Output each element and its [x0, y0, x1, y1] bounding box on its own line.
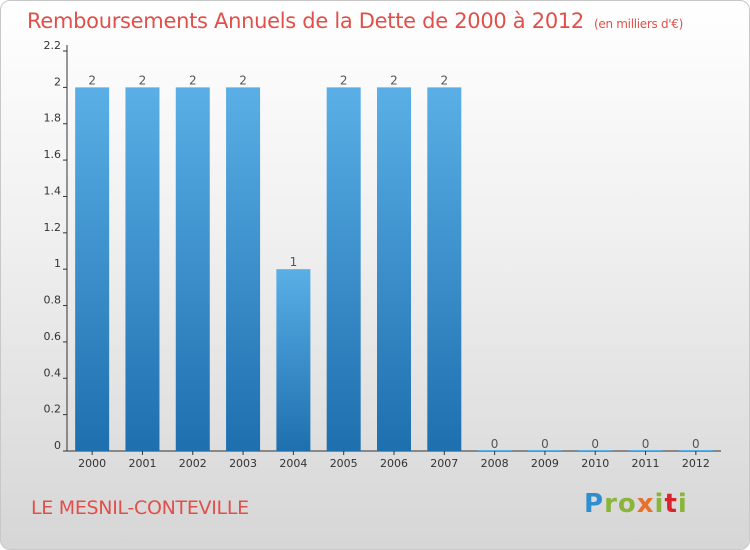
bar-data-label: 2	[88, 73, 96, 87]
x-tick-label: 2011	[632, 457, 660, 470]
data-labels: 2 2 2 2 1 2 2 2 0 0 0 0 0	[88, 73, 699, 451]
y-tick-label: 2	[54, 75, 61, 88]
x-tick-label: 2010	[581, 457, 609, 470]
x-tick-label: 2004	[279, 457, 307, 470]
bar-data-label: 2	[340, 73, 348, 87]
x-tick-label: 2001	[128, 457, 156, 470]
x-tick-label: 2003	[229, 457, 257, 470]
bar-data-label: 2	[189, 73, 197, 87]
y-tick-label: 1.2	[44, 221, 62, 234]
chart-title: Remboursements Annuels de la Dette de 20…	[27, 9, 683, 33]
bar	[75, 87, 110, 451]
y-tick-label: 0	[54, 439, 61, 452]
bar	[326, 87, 361, 451]
y-tick-label: 1	[54, 257, 61, 270]
x-axis: 2000 2001 2002 2003 2004 2005 2006 2007 2008 2009…	[67, 450, 721, 470]
bar-data-label: 0	[591, 437, 599, 451]
y-tick-label: 1.8	[44, 112, 62, 125]
y-tick-label: 0.6	[44, 330, 62, 343]
bar	[175, 87, 210, 451]
bar	[276, 269, 311, 451]
bar	[226, 87, 261, 451]
x-tick-label: 2007	[430, 457, 458, 470]
bar-data-label: 1	[290, 255, 298, 269]
bar-data-label: 2	[390, 73, 398, 87]
bar	[377, 87, 411, 451]
bars	[75, 87, 713, 451]
bar-data-label: 2	[239, 73, 247, 87]
bar-data-label: 2	[440, 73, 448, 87]
bar-data-label: 0	[692, 437, 700, 451]
bar-data-label: 0	[541, 437, 549, 451]
bar	[125, 87, 160, 451]
x-tick-label: 2009	[531, 457, 559, 470]
x-tick-label: 2006	[380, 457, 408, 470]
y-tick-label: 2.2	[44, 39, 62, 52]
y-tick-label: 0.8	[44, 294, 62, 307]
bar-data-label: 0	[642, 437, 650, 451]
x-tick-label: 2012	[682, 457, 710, 470]
x-tick-label: 2000	[78, 457, 106, 470]
bar-data-label: 2	[139, 73, 147, 87]
chart-unit: (en milliers d'€)	[594, 17, 684, 31]
y-tick-label: 0.4	[44, 366, 62, 379]
y-tick-label: 0.2	[44, 403, 62, 416]
bar	[427, 87, 462, 451]
y-axis: 0 0.2 0.4 0.6 0.8 1 1.2 1.4 1.6 1.8 2 2.2	[44, 39, 68, 452]
bar-data-label: 0	[491, 437, 499, 451]
chart-title-text: Remboursements Annuels de la Dette de 20…	[27, 9, 584, 33]
x-tick-label: 2002	[179, 457, 207, 470]
proxiti-logo: Proxiti	[584, 489, 688, 519]
y-tick-label: 1.4	[44, 184, 62, 197]
commune-name: LE MESNIL-CONTEVILLE	[31, 497, 249, 519]
x-tick-label: 2005	[330, 457, 358, 470]
y-tick-label: 1.6	[44, 148, 62, 161]
x-tick-label: 2008	[481, 457, 509, 470]
